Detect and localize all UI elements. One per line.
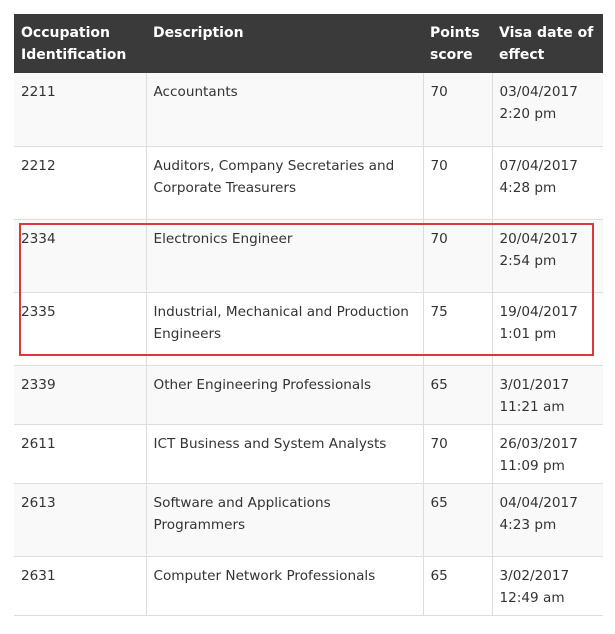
- occupation-description: Other Engineering Professionals: [146, 365, 424, 425]
- visa-date-cell: 3/01/2017 11:21 am: [492, 365, 603, 425]
- visa-date: 26/03/2017: [499, 435, 578, 452]
- visa-time: 11:09 pm: [499, 457, 565, 474]
- table-header: Occupation Identification Description Po…: [14, 14, 603, 73]
- points-score: 70: [423, 219, 493, 293]
- table-row: 2339 Other Engineering Professionals 65 …: [14, 365, 603, 425]
- points-score: 65: [423, 556, 493, 616]
- table-row: 2211 Accountants 70 03/04/2017 2:20 pm: [14, 73, 603, 147]
- occupation-id: 2334: [14, 219, 147, 293]
- occupation-id: 2212: [14, 146, 147, 220]
- visa-date-cell: 3/02/2017 12:49 am: [492, 556, 603, 616]
- visa-date: 3/02/2017: [499, 567, 570, 584]
- table-row: 2334 Electronics Engineer 70 20/04/2017 2…: [14, 219, 603, 293]
- points-score: 65: [423, 365, 493, 425]
- occupation-id: 2631: [14, 556, 147, 616]
- header-visa-date: Visa date of effect: [492, 14, 603, 73]
- table-row: 2335 Industrial, Mechanical and Producti…: [14, 292, 603, 366]
- visa-date: 20/04/2017: [499, 230, 578, 247]
- occupation-id: 2339: [14, 365, 147, 425]
- header-points-score: Points score: [423, 14, 492, 73]
- visa-time: 4:28 pm: [499, 179, 557, 196]
- visa-date-cell: 20/04/2017 2:54 pm: [492, 219, 603, 293]
- table-row: 2631 Computer Network Professionals 65 3…: [14, 556, 603, 616]
- visa-date-cell: 03/04/2017 2:20 pm: [492, 73, 603, 147]
- visa-date-cell: 19/04/2017 1:01 pm: [492, 292, 603, 366]
- header-description: Description: [146, 14, 423, 73]
- visa-date-cell: 04/04/2017 4:23 pm: [492, 483, 603, 557]
- points-score: 65: [423, 483, 493, 557]
- table-body: 2211 Accountants 70 03/04/2017 2:20 pm 22…: [14, 73, 603, 616]
- occupation-description: Electronics Engineer: [146, 219, 424, 293]
- visa-time: 11:21 am: [499, 398, 565, 415]
- occupation-id: 2211: [14, 73, 147, 147]
- header-occupation-identification: Occupation Identification: [14, 14, 146, 73]
- table-row: 2613 Software and Applications Programme…: [14, 483, 603, 557]
- occupation-table: Occupation Identification Description Po…: [14, 14, 603, 616]
- visa-time: 12:49 am: [499, 589, 565, 606]
- occupation-description: Computer Network Professionals: [146, 556, 424, 616]
- points-score: 70: [423, 424, 493, 484]
- visa-date: 07/04/2017: [499, 157, 578, 174]
- visa-time: 2:20 pm: [499, 106, 557, 122]
- occupation-id: 2335: [14, 292, 147, 366]
- points-score: 70: [423, 146, 493, 220]
- occupation-id: 2611: [14, 424, 147, 484]
- visa-date: 04/04/2017: [499, 494, 578, 511]
- occupation-description: Software and Applications Programmers: [146, 483, 424, 557]
- occupation-description: ICT Business and System Analysts: [146, 424, 424, 484]
- table-row: 2212 Auditors, Company Secretaries and C…: [14, 146, 603, 220]
- points-score: 70: [423, 73, 493, 147]
- visa-date: 03/04/2017: [499, 84, 578, 100]
- occupation-description: Accountants: [146, 73, 424, 147]
- table-row: 2611 ICT Business and System Analysts 70…: [14, 424, 603, 484]
- occupation-description: Industrial, Mechanical and Production En…: [146, 292, 424, 366]
- visa-date: 3/01/2017: [499, 376, 570, 393]
- visa-time: 2:54 pm: [499, 252, 557, 269]
- occupation-id: 2613: [14, 483, 147, 557]
- visa-time: 1:01 pm: [499, 325, 557, 342]
- visa-date-cell: 26/03/2017 11:09 pm: [492, 424, 603, 484]
- visa-date: 19/04/2017: [499, 303, 578, 320]
- points-score: 75: [423, 292, 493, 366]
- occupation-description: Auditors, Company Secretaries and Corpor…: [146, 146, 424, 220]
- visa-date-cell: 07/04/2017 4:28 pm: [492, 146, 603, 220]
- visa-time: 4:23 pm: [499, 516, 557, 533]
